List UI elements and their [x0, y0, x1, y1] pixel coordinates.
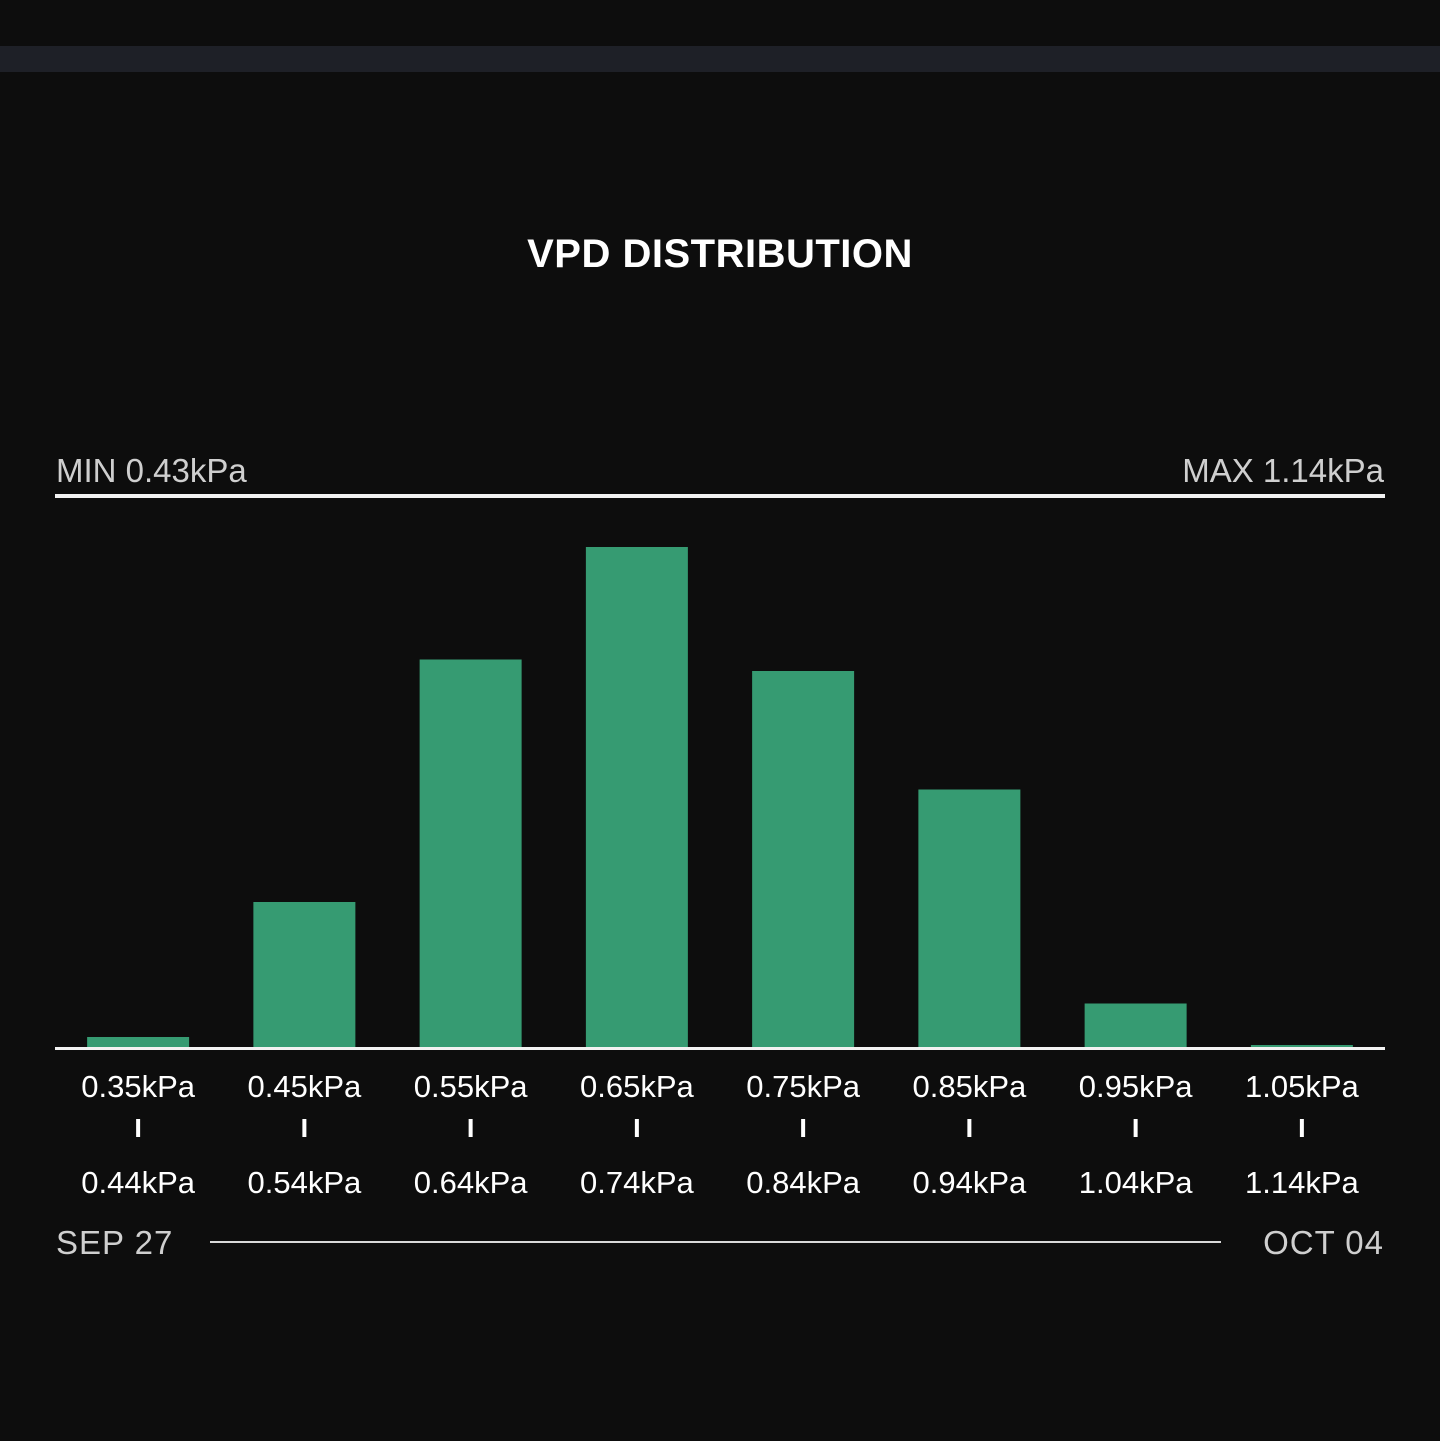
bin-start-label: 0.85kPa	[912, 1069, 1027, 1104]
top-bar-strip	[0, 46, 1440, 72]
x-axis-baseline	[55, 1047, 1385, 1050]
bin-end-label: 0.84kPa	[746, 1165, 861, 1200]
bin-range-tick	[302, 1119, 307, 1137]
bin-start-label: 0.65kPa	[580, 1069, 695, 1104]
bin-range-tick	[468, 1119, 473, 1137]
bin-range-tick	[967, 1119, 972, 1137]
bin-end-label: 0.54kPa	[247, 1165, 362, 1200]
min-vpd-label: MIN 0.43kPa	[56, 452, 247, 489]
bin-range-tick	[1299, 1119, 1304, 1137]
bin-end-label: 0.74kPa	[580, 1165, 695, 1200]
bin-end-label: 1.14kPa	[1245, 1165, 1360, 1200]
histogram-bar	[253, 902, 356, 1047]
bin-end-label: 0.44kPa	[81, 1165, 196, 1200]
bin-start-label: 0.75kPa	[746, 1069, 861, 1104]
histogram-bar	[87, 1037, 190, 1047]
max-vpd-label: MAX 1.14kPa	[1182, 452, 1384, 489]
period-end-date: OCT 04	[1263, 1224, 1384, 1261]
histogram-bar	[419, 659, 522, 1047]
histogram-bar	[1250, 1045, 1353, 1047]
period-start-date: SEP 27	[56, 1224, 174, 1261]
bin-start-label: 0.35kPa	[81, 1069, 196, 1104]
bin-range-tick	[1133, 1119, 1138, 1137]
bin-range-tick	[634, 1119, 639, 1137]
bin-start-label: 1.05kPa	[1245, 1069, 1360, 1104]
bin-start-label: 0.55kPa	[414, 1069, 529, 1104]
chart-title: VPD DISTRIBUTION	[527, 232, 913, 276]
histogram-bar	[1084, 1003, 1187, 1047]
bin-range-tick	[801, 1119, 806, 1137]
histogram-bar	[752, 671, 855, 1047]
histogram-bar	[918, 789, 1021, 1047]
bin-start-label: 0.45kPa	[247, 1069, 362, 1104]
range-divider	[55, 494, 1385, 498]
bin-start-label: 0.95kPa	[1079, 1069, 1194, 1104]
histogram-bar	[585, 547, 688, 1047]
period-timeline-line	[210, 1241, 1221, 1243]
bin-range-tick	[136, 1119, 141, 1137]
bin-end-label: 1.04kPa	[1079, 1165, 1194, 1200]
bin-end-label: 0.94kPa	[912, 1165, 1027, 1200]
bin-end-label: 0.64kPa	[414, 1165, 529, 1200]
